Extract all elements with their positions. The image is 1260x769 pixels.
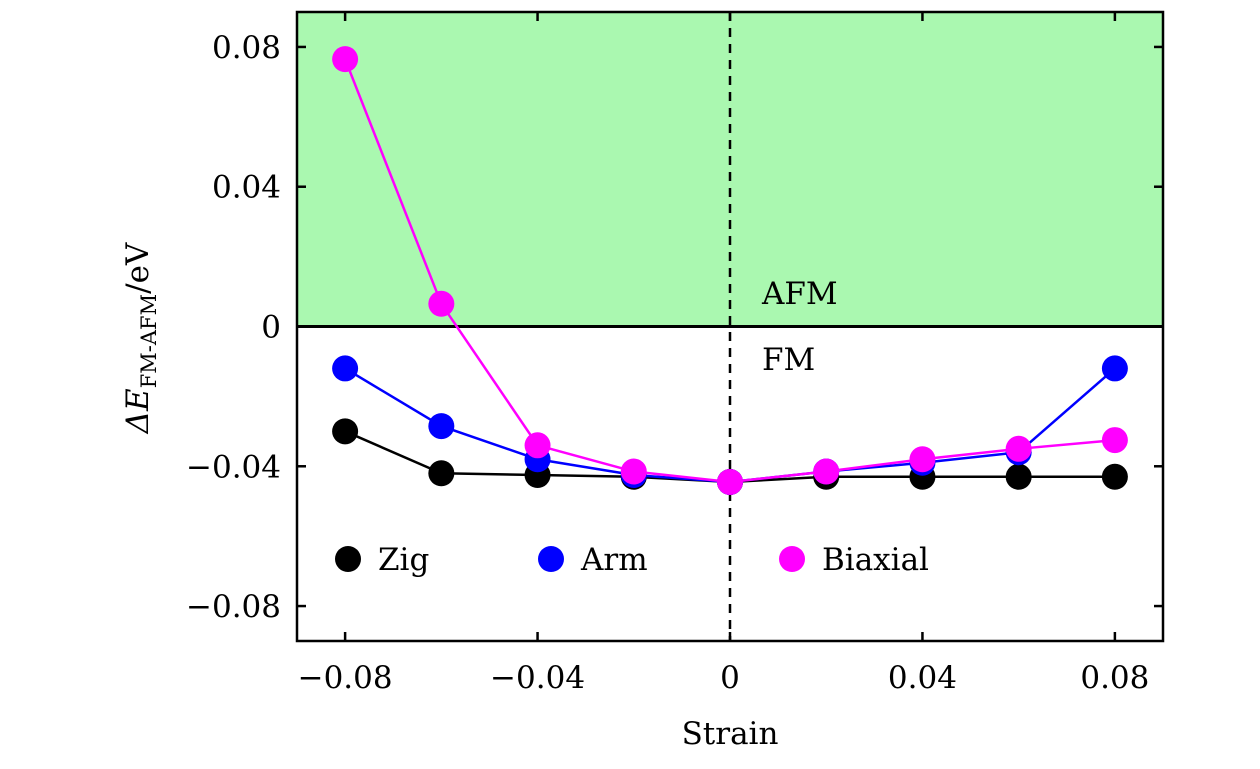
y-tick-label: −0.04 <box>186 449 281 485</box>
x-axis-title: Strain <box>682 716 779 752</box>
data-point-biaxial <box>813 458 840 485</box>
data-point-zig <box>428 460 455 487</box>
legend-label-biaxial: Biaxial <box>822 542 929 578</box>
legend-label-zig: Zig <box>378 542 429 578</box>
data-point-biaxial <box>620 458 647 485</box>
x-tick-label: −0.04 <box>490 660 585 696</box>
data-point-zig <box>1101 463 1128 490</box>
data-point-biaxial <box>717 469 743 496</box>
data-point-biaxial <box>1101 427 1128 454</box>
data-point-arm <box>332 355 359 382</box>
x-tick-label: −0.08 <box>298 660 393 696</box>
axis-ticks: −0.08 −0.04 0 0.04 0.08 −0.08 −0.04 0 0.04 0.08 <box>186 12 1163 696</box>
afm-region-label: AFM <box>761 276 838 312</box>
legend-marker-arm <box>538 546 564 572</box>
data-point-zig <box>332 418 359 445</box>
data-point-biaxial <box>1005 435 1032 462</box>
y-axis-title-subscript: FM-AFM <box>137 294 161 388</box>
series-biaxial <box>332 46 1128 496</box>
fm-region-label: FM <box>762 342 815 378</box>
data-point-arm <box>428 413 455 440</box>
data-point-biaxial <box>428 290 455 317</box>
afm-shaded-region <box>297 12 1163 327</box>
x-tick-label: 0 <box>720 660 740 696</box>
data-point-biaxial <box>524 432 551 459</box>
data-point-zig <box>1005 463 1032 490</box>
series-layer <box>332 46 1128 496</box>
legend-label-arm: Arm <box>580 542 648 578</box>
y-tick-label: −0.08 <box>186 589 281 625</box>
y-axis-title-main: ΔE <box>120 388 156 434</box>
y-tick-label: 0.04 <box>212 170 281 206</box>
data-point-biaxial <box>909 446 936 473</box>
legend-marker-zig <box>335 546 361 572</box>
x-tick-label: 0.04 <box>888 660 957 696</box>
y-axis-title-unit: /eV <box>120 242 156 294</box>
x-tick-label: 0.08 <box>1080 660 1149 696</box>
y-axis-title: ΔEFM-AFM/eV <box>120 242 161 434</box>
y-tick-label: 0 <box>261 310 281 346</box>
y-tick-label: 0.08 <box>212 30 281 66</box>
legend-marker-biaxial <box>779 546 805 572</box>
data-point-biaxial <box>332 46 359 73</box>
data-point-arm <box>1101 355 1128 382</box>
legend: Zig Arm Biaxial <box>335 542 929 578</box>
